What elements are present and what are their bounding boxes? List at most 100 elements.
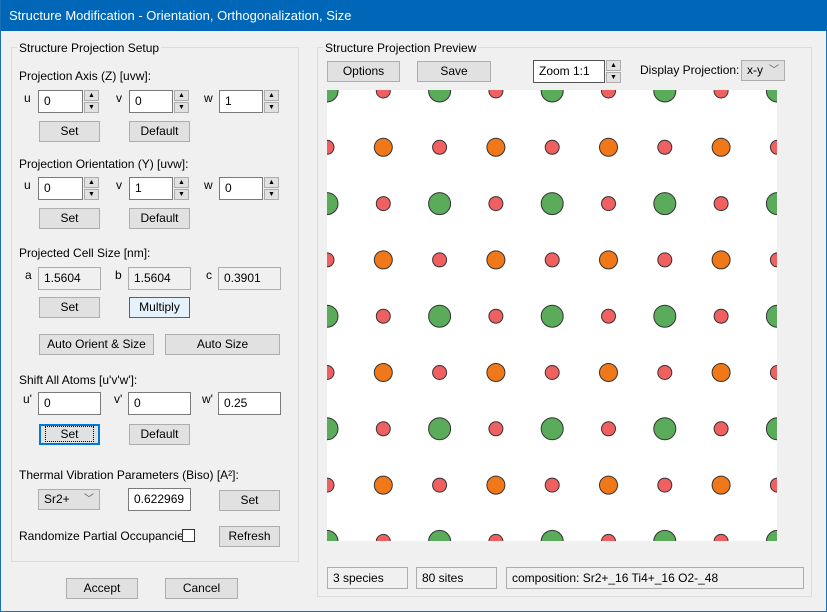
atom-o2 — [544, 365, 560, 380]
atom-o2 — [432, 477, 448, 493]
atom-sr2 — [653, 304, 677, 328]
atom-sr2 — [327, 417, 339, 441]
zoom-input[interactable]: Zoom 1:1 — [533, 60, 605, 83]
spin-down-icon[interactable]: ▼ — [84, 102, 99, 113]
atom-o2 — [375, 90, 391, 99]
atom-sr2 — [540, 417, 564, 441]
spin-down-icon[interactable]: ▼ — [84, 189, 99, 200]
cell-set-button[interactable]: Set — [39, 297, 100, 318]
orient-v-spinner[interactable]: ▲ ▼ — [174, 177, 189, 200]
axis-w-spinner[interactable]: ▲ ▼ — [264, 90, 279, 113]
cell-a-field[interactable]: 1.5604 — [38, 267, 101, 290]
orient-w-label: w — [204, 178, 213, 192]
shift-default-button[interactable]: Default — [129, 424, 190, 445]
structure-preview-canvas[interactable] — [327, 90, 777, 541]
randomize-checkbox[interactable] — [182, 529, 195, 542]
atom-o2 — [769, 139, 777, 155]
spin-up-icon[interactable]: ▲ — [264, 177, 279, 188]
spin-down-icon[interactable]: ▼ — [264, 102, 279, 113]
atom-sr2 — [327, 529, 339, 541]
atom-sr2 — [540, 529, 564, 541]
atom-o2 — [544, 139, 560, 155]
spin-down-icon[interactable]: ▼ — [264, 189, 279, 200]
atom-o2 — [327, 477, 335, 493]
atom-o2 — [713, 196, 729, 212]
atom-ti4 — [373, 475, 393, 495]
atom-sr2 — [327, 192, 339, 216]
zoom-spinner[interactable]: ▲ ▼ — [606, 60, 621, 83]
axis-set-button[interactable]: Set — [39, 121, 100, 142]
axis-w-input[interactable]: 1 — [219, 90, 263, 113]
axis-u-input[interactable]: 0 — [38, 90, 83, 113]
chevron-down-icon: ﹀ — [84, 494, 94, 505]
spin-up-icon[interactable]: ▲ — [84, 177, 99, 188]
axis-u-label: u — [24, 91, 31, 105]
accept-button[interactable]: Accept — [66, 578, 138, 599]
species-count-status: 3 species — [327, 567, 408, 589]
display-projection-select[interactable]: x-y ﹀ — [741, 60, 785, 81]
atom-o2 — [713, 90, 729, 99]
atom-o2 — [488, 533, 504, 541]
atom-o2 — [601, 533, 616, 541]
atom-o2 — [327, 365, 335, 380]
cancel-button[interactable]: Cancel — [165, 578, 238, 599]
atom-ti4 — [486, 137, 506, 157]
multiply-button[interactable]: Multiply — [129, 297, 190, 318]
atom-sr2 — [653, 417, 677, 441]
axis-u-spinner[interactable]: ▲ ▼ — [84, 90, 99, 113]
atom-ti4 — [711, 475, 731, 495]
atom-sr2 — [765, 417, 777, 441]
species-select[interactable]: Sr2+ ﹀ — [38, 489, 100, 510]
atom-o2 — [769, 365, 777, 380]
orient-default-button[interactable]: Default — [129, 208, 190, 229]
atom-sr2 — [540, 304, 564, 328]
orient-u-input[interactable]: 0 — [38, 177, 83, 200]
orient-w-spinner[interactable]: ▲ ▼ — [264, 177, 279, 200]
species-select-value: Sr2+ — [44, 492, 70, 506]
atom-sr2 — [765, 529, 777, 541]
spin-down-icon[interactable]: ▼ — [606, 72, 621, 83]
atom-o2 — [601, 90, 616, 99]
shift-u-input[interactable]: 0 — [38, 392, 101, 415]
shift-label: Shift All Atoms [u'v'w']: — [19, 373, 138, 387]
orient-v-input[interactable]: 1 — [129, 177, 173, 200]
spin-up-icon[interactable]: ▲ — [174, 177, 189, 188]
shift-w-input[interactable]: 0.25 — [218, 392, 281, 415]
spin-down-icon[interactable]: ▼ — [174, 189, 189, 200]
spin-up-icon[interactable]: ▲ — [174, 90, 189, 101]
save-button[interactable]: Save — [417, 61, 491, 82]
axis-v-spinner[interactable]: ▲ ▼ — [174, 90, 189, 113]
axis-default-button[interactable]: Default — [129, 121, 190, 142]
refresh-button[interactable]: Refresh — [219, 526, 280, 547]
atom-ti4 — [373, 137, 393, 157]
atom-sr2 — [765, 304, 777, 328]
atom-ti4 — [486, 250, 506, 270]
orient-set-button[interactable]: Set — [39, 208, 100, 229]
atom-o2 — [432, 139, 448, 155]
auto-orient-size-button[interactable]: Auto Orient & Size — [39, 334, 154, 355]
setup-group-title: Structure Projection Setup — [17, 41, 162, 55]
atom-sr2 — [540, 90, 564, 103]
spin-up-icon[interactable]: ▲ — [264, 90, 279, 101]
options-button[interactable]: Options — [327, 61, 400, 82]
shift-v-input[interactable]: 0 — [128, 392, 191, 415]
shift-set-button[interactable]: Set — [39, 424, 100, 445]
cell-b-field[interactable]: 1.5604 — [128, 267, 191, 290]
biso-input[interactable]: 0.622969 — [128, 488, 191, 511]
cell-c-label: c — [206, 268, 212, 282]
display-projection-value: x-y — [747, 63, 763, 77]
atom-ti4 — [711, 363, 731, 382]
axis-v-input[interactable]: 0 — [129, 90, 173, 113]
spin-up-icon[interactable]: ▲ — [84, 90, 99, 101]
auto-size-button[interactable]: Auto Size — [165, 334, 280, 355]
orient-w-input[interactable]: 0 — [219, 177, 263, 200]
spin-up-icon[interactable]: ▲ — [606, 60, 621, 71]
atom-ti4 — [599, 475, 618, 495]
thermal-set-button[interactable]: Set — [219, 490, 280, 511]
orient-u-spinner[interactable]: ▲ ▼ — [84, 177, 99, 200]
cell-c-field[interactable]: 0.3901 — [218, 267, 281, 290]
atom-sr2 — [428, 304, 452, 328]
atom-ti4 — [599, 363, 618, 382]
spin-down-icon[interactable]: ▼ — [174, 102, 189, 113]
atom-o2 — [432, 252, 448, 268]
